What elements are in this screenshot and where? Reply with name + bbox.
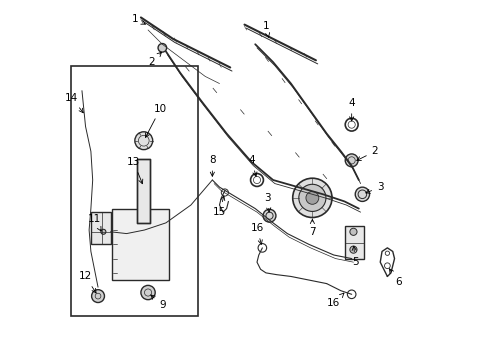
Text: 11: 11	[88, 214, 101, 231]
Circle shape	[263, 209, 275, 222]
Circle shape	[298, 184, 325, 211]
Text: 4: 4	[347, 98, 354, 121]
Text: 3: 3	[365, 182, 383, 193]
Text: 13: 13	[127, 157, 142, 184]
Bar	[137, 158, 149, 223]
Circle shape	[292, 178, 331, 217]
Circle shape	[158, 44, 166, 52]
Text: 5: 5	[351, 246, 358, 267]
Text: 15: 15	[212, 196, 225, 217]
Circle shape	[101, 229, 106, 234]
Circle shape	[91, 290, 104, 302]
Circle shape	[345, 154, 357, 167]
Text: 9: 9	[150, 295, 165, 310]
Text: 7: 7	[308, 220, 315, 237]
Text: 1: 1	[132, 14, 145, 24]
Bar	[112, 208, 169, 280]
Text: 12: 12	[79, 271, 96, 293]
Text: 14: 14	[65, 93, 83, 113]
Circle shape	[141, 285, 155, 300]
Text: 10: 10	[145, 104, 167, 138]
Circle shape	[354, 187, 369, 202]
Circle shape	[135, 132, 152, 150]
Text: 4: 4	[248, 156, 256, 176]
Text: 8: 8	[208, 156, 215, 176]
Bar	[91, 212, 110, 244]
Circle shape	[349, 246, 356, 253]
Text: 16: 16	[326, 293, 343, 308]
Circle shape	[349, 228, 356, 235]
Text: 1: 1	[262, 21, 269, 37]
Text: 2: 2	[356, 147, 377, 161]
Bar	[344, 226, 364, 258]
Text: 2: 2	[148, 52, 161, 67]
Bar	[71, 66, 198, 316]
Text: 3: 3	[264, 193, 270, 212]
Text: 16: 16	[250, 223, 263, 244]
Circle shape	[305, 192, 318, 204]
Text: 6: 6	[388, 269, 401, 287]
